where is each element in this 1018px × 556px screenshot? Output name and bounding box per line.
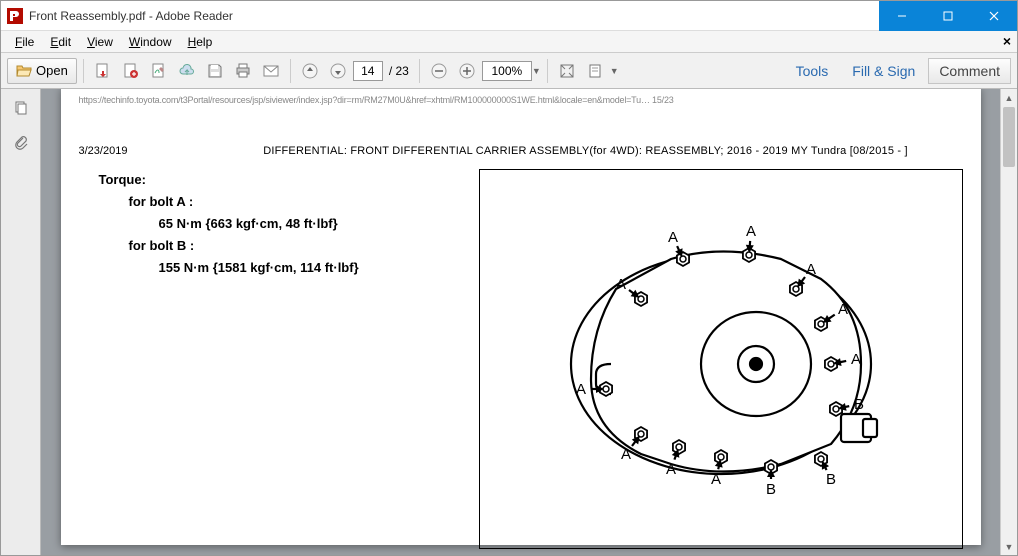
titlebar: Front Reassembly.pdf - Adobe Reader [1, 1, 1017, 31]
sign-button[interactable] [146, 58, 172, 84]
toolbar: Open / 23 ▼ ▼ Tools Fill & Sign Comment [1, 53, 1017, 89]
view-dropdown-icon[interactable]: ▼ [610, 66, 619, 76]
svg-text:B: B [825, 471, 835, 488]
window-title: Front Reassembly.pdf - Adobe Reader [29, 9, 879, 23]
folder-open-icon [16, 63, 32, 79]
page-up-button[interactable] [297, 58, 323, 84]
thumbnails-button[interactable] [7, 95, 35, 123]
menu-file[interactable]: File [9, 33, 40, 51]
zoom-dropdown-icon[interactable]: ▼ [532, 66, 541, 76]
read-icon [587, 63, 603, 79]
sign-icon [151, 63, 167, 79]
page-header: 3/23/2019 DIFFERENTIAL: FRONT DIFFERENTI… [79, 145, 963, 157]
svg-text:A: A [575, 381, 585, 398]
svg-text:A: A [667, 229, 677, 246]
bolt-b-label: for bolt B : [99, 235, 469, 257]
torque-label: Torque: [99, 169, 469, 191]
export-pdf-button[interactable] [90, 58, 116, 84]
page-url-header: https://techinfo.toyota.com/t3Portal/res… [79, 95, 963, 105]
minimize-button[interactable] [879, 1, 925, 31]
svg-text:A: A [745, 223, 755, 240]
plus-icon [459, 63, 475, 79]
separator [83, 59, 84, 83]
svg-text:A: A [805, 261, 815, 278]
bolt-a-label: for bolt A : [99, 191, 469, 213]
page-total: / 23 [385, 64, 413, 78]
thumbnails-icon [13, 101, 29, 117]
page-number-input[interactable] [353, 61, 383, 81]
print-icon [235, 63, 251, 79]
svg-text:A: A [665, 461, 675, 478]
app-window: Front Reassembly.pdf - Adobe Reader File… [0, 0, 1018, 556]
zoom-in-button[interactable] [454, 58, 480, 84]
close-document-button[interactable]: × [1003, 33, 1011, 49]
paperclip-icon [13, 135, 29, 151]
figure-box: A A A A A A A A A A B B B [479, 169, 963, 549]
menu-window[interactable]: Window [123, 33, 178, 51]
separator [419, 59, 420, 83]
fit-page-button[interactable] [554, 58, 580, 84]
pdf-create-icon [123, 63, 139, 79]
zoom-input[interactable] [482, 61, 532, 81]
create-pdf-button[interactable] [118, 58, 144, 84]
pdf-page: https://techinfo.toyota.com/t3Portal/res… [61, 89, 981, 545]
save-button[interactable] [202, 58, 228, 84]
page-date: 3/23/2019 [79, 145, 179, 157]
attachments-button[interactable] [7, 129, 35, 157]
sidebar [1, 89, 41, 555]
cloud-upload-icon [179, 63, 195, 79]
tools-button[interactable]: Tools [785, 58, 840, 84]
window-controls [879, 1, 1017, 31]
page-title: DIFFERENTIAL: FRONT DIFFERENTIAL CARRIER… [209, 145, 963, 157]
fit-icon [559, 63, 575, 79]
menu-edit[interactable]: Edit [44, 33, 77, 51]
svg-text:B: B [765, 481, 775, 498]
menu-help[interactable]: Help [182, 33, 219, 51]
svg-text:B: B [853, 396, 863, 413]
print-button[interactable] [230, 58, 256, 84]
torque-specs: Torque: for bolt A : 65 N·m {663 kgf·cm,… [79, 169, 469, 549]
close-button[interactable] [971, 1, 1017, 31]
page-viewport[interactable]: https://techinfo.toyota.com/t3Portal/res… [41, 89, 1000, 555]
maximize-button[interactable] [925, 1, 971, 31]
svg-text:A: A [710, 471, 720, 488]
page-down-button[interactable] [325, 58, 351, 84]
fill-sign-button[interactable]: Fill & Sign [841, 58, 926, 84]
scroll-down-button[interactable]: ▼ [1001, 538, 1017, 555]
svg-text:A: A [615, 276, 625, 293]
arrow-up-icon [302, 63, 318, 79]
content-area: https://techinfo.toyota.com/t3Portal/res… [1, 89, 1017, 555]
scroll-up-button[interactable]: ▲ [1001, 89, 1017, 106]
zoom-out-button[interactable] [426, 58, 452, 84]
vertical-scrollbar[interactable]: ▲ ▼ [1000, 89, 1017, 555]
menubar: File Edit View Window Help × [1, 31, 1017, 53]
open-button[interactable]: Open [7, 58, 77, 84]
differential-diagram: A A A A A A A A A A B B B [521, 199, 921, 519]
svg-text:A: A [850, 351, 860, 368]
save-icon [207, 63, 223, 79]
arrow-down-icon [330, 63, 346, 79]
send-button[interactable] [174, 58, 200, 84]
email-button[interactable] [258, 58, 284, 84]
read-mode-button[interactable] [582, 58, 608, 84]
svg-text:A: A [837, 301, 847, 318]
bolt-a-value: 65 N·m {663 kgf·cm, 48 ft·lbf} [99, 213, 469, 235]
scroll-thumb[interactable] [1003, 107, 1015, 167]
separator [290, 59, 291, 83]
pdf-export-icon [95, 63, 111, 79]
svg-text:A: A [620, 446, 630, 463]
email-icon [263, 63, 279, 79]
minus-icon [431, 63, 447, 79]
bolt-b-value: 155 N·m {1581 kgf·cm, 114 ft·lbf} [99, 257, 469, 279]
comment-button[interactable]: Comment [928, 58, 1011, 84]
adobe-reader-icon [7, 8, 23, 24]
menu-view[interactable]: View [81, 33, 119, 51]
separator [547, 59, 548, 83]
open-label: Open [36, 63, 68, 78]
